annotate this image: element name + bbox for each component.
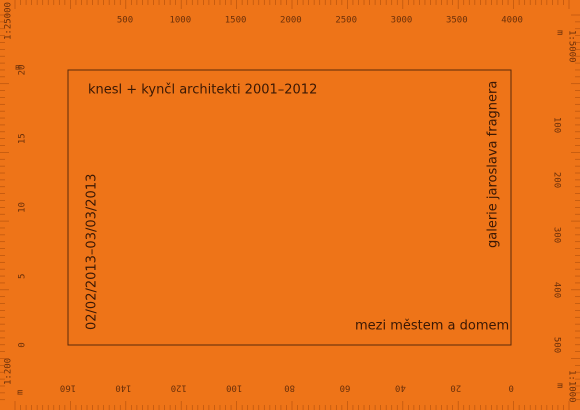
scale-label: 20 <box>450 383 461 393</box>
scale-unit: m <box>16 390 26 395</box>
scale-ratio: 1:25000 <box>4 2 14 40</box>
scale-label: 5 <box>18 274 28 279</box>
scale-label: 0 <box>508 383 513 393</box>
scale-label: 2000 <box>280 16 302 26</box>
scale-label: 10 <box>18 202 28 213</box>
scale-label: 1500 <box>225 16 247 26</box>
scale-label: 3000 <box>391 16 413 26</box>
scale-label: 400 <box>552 282 562 298</box>
scale-label: 100 <box>226 383 242 393</box>
scale-label: 80 <box>284 383 295 393</box>
dates: 02/02/2013–03/03/2013 <box>85 174 100 330</box>
scale-label: 140 <box>115 383 131 393</box>
frame <box>67 69 512 346</box>
gallery: galerie jaroslava fragnera <box>486 81 501 248</box>
scale-label: 100 <box>552 117 562 133</box>
scale-label: 60 <box>340 383 351 393</box>
scale-unit: m <box>14 65 24 70</box>
scale-label: 160 <box>60 383 76 393</box>
scale-label: 40 <box>395 383 406 393</box>
scale-label: 1000 <box>169 16 191 26</box>
scale-ratio: 1:200 <box>4 358 14 385</box>
subtitle: mezi městem a domem <box>355 319 509 334</box>
scale-label: 500 <box>117 16 133 26</box>
scale-ratio: 1:1000 <box>567 370 577 403</box>
scale-label: 120 <box>171 383 187 393</box>
scale-unit: m <box>555 383 565 388</box>
scale-label: 200 <box>552 172 562 188</box>
scale-label: 15 <box>18 133 28 144</box>
scale-label: 0 <box>18 342 28 347</box>
scale-label: 2500 <box>335 16 357 26</box>
scale-ratio: 1:5000 <box>567 30 577 63</box>
scale-label: 300 <box>552 227 562 243</box>
title: knesl + kynčl architekti 2001–2012 <box>88 83 317 98</box>
scale-label: 4000 <box>501 16 523 26</box>
scale-label: 20 <box>18 65 28 76</box>
scale-label: 3500 <box>446 16 468 26</box>
scale-label: 500 <box>552 337 562 353</box>
scale-unit: m <box>555 30 565 35</box>
